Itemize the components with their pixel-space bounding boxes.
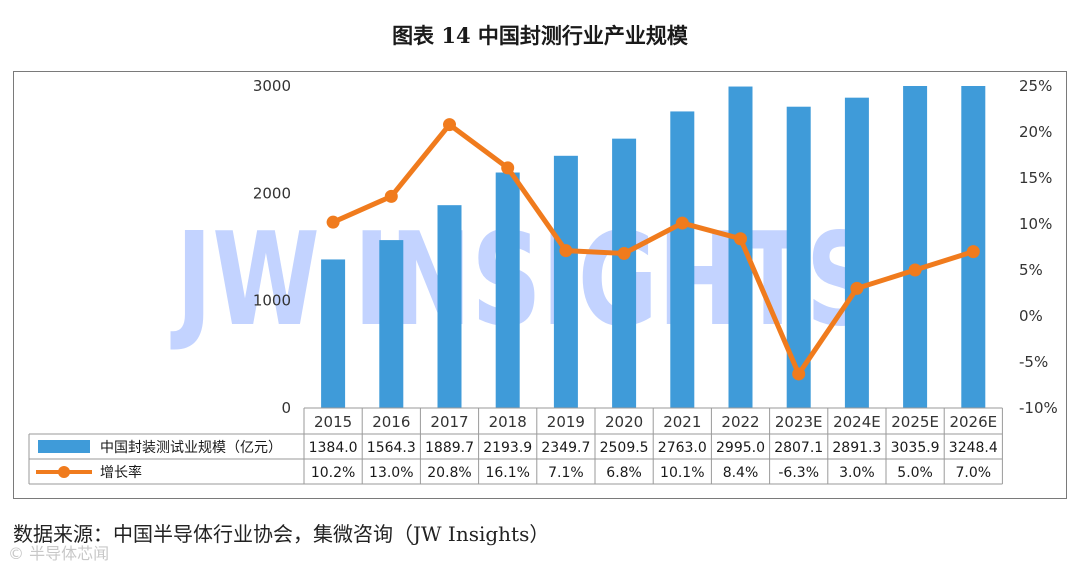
bar-data-label: 3248.4: [949, 440, 998, 456]
corner-watermark: © 半导体芯闻: [8, 544, 110, 563]
bar-data-label: 2763.0: [658, 440, 707, 456]
y-right-tick: 20%: [1019, 123, 1052, 141]
bar-data-label: 3035.9: [891, 440, 940, 456]
bar-2022: [728, 86, 753, 408]
growth-point-2016: [384, 189, 398, 203]
y-right-tick: -10%: [1019, 399, 1058, 417]
growth-data-label: -6.3%: [778, 465, 819, 481]
growth-data-label: 10.2%: [311, 465, 355, 481]
legend-bar-label: 中国封装测试业规模（亿元）: [100, 440, 282, 456]
bar-data-label: 2807.1: [774, 440, 823, 456]
bar-2019: [553, 155, 578, 408]
y-left-tick: 0: [281, 399, 291, 417]
growth-point-2026E: [966, 245, 980, 259]
bar-2015: [321, 259, 346, 408]
x-tick-label: 2025E: [891, 413, 939, 431]
chart-container: JW INSIGHTS 0 1000 2000 3000 -10% -5% 0% 5% 10% 1…: [13, 71, 1067, 499]
bar-data-label: 2995.0: [716, 440, 765, 456]
bar-data-label: 1384.0: [309, 440, 358, 456]
x-tick-label: 2020: [605, 413, 643, 431]
growth-point-2022: [734, 232, 747, 246]
growth-point-2023E: [792, 367, 806, 381]
x-tick-label: 2022: [721, 413, 759, 431]
legend-bar-swatch: [38, 440, 90, 453]
x-tick-label: 2021: [663, 413, 701, 431]
y-right-tick: 25%: [1019, 77, 1052, 95]
y-right-tick: 0%: [1019, 307, 1043, 325]
bar-data-label: 1564.3: [367, 440, 416, 456]
bar-data-label: 2509.5: [600, 440, 649, 456]
data-source-note: 数据来源：中国半导体行业协会，集微咨询（JW Insights）: [13, 522, 550, 546]
growth-point-2021: [675, 216, 689, 230]
y-left-tick: 1000: [253, 292, 291, 310]
growth-data-label: 8.4%: [723, 465, 759, 481]
bar-2016: [379, 240, 404, 408]
x-tick-label: 2017: [430, 413, 468, 431]
x-tick-label: 2015: [314, 413, 352, 431]
bar-2020: [612, 138, 637, 408]
x-tick-label: 2026E: [949, 413, 997, 431]
chart-watermark: JW INSIGHTS: [170, 206, 876, 355]
y-right-tick: 10%: [1019, 215, 1052, 233]
growth-point-2024E: [850, 281, 864, 295]
y-right-tick: 15%: [1019, 169, 1052, 187]
x-tick-label: 2018: [489, 413, 527, 431]
bar-data-label: 2891.3: [832, 440, 881, 456]
growth-data-label: 7.1%: [548, 465, 584, 481]
growth-data-label: 7.0%: [956, 465, 992, 481]
bar-2025E: [903, 86, 928, 408]
bar-2021: [670, 111, 695, 409]
bar-data-label: 1889.7: [425, 440, 474, 456]
legend-line-label: 增长率: [100, 464, 142, 481]
growth-point-2025E: [908, 263, 922, 277]
growth-point-2018: [501, 161, 515, 175]
growth-data-label: 6.8%: [606, 465, 642, 481]
x-tick-label: 2016: [372, 413, 410, 431]
bar-2018: [495, 172, 520, 408]
legend-line-marker: [58, 466, 70, 478]
page-title: 图表 14 中国封测行业产业规模: [392, 23, 688, 48]
growth-rate-line: [330, 122, 976, 377]
bar-data-label: 2349.7: [541, 440, 590, 456]
bar-data-label: 2193.9: [483, 440, 532, 456]
y-right-tick: -5%: [1019, 353, 1048, 371]
y-left-tick: 3000: [253, 77, 291, 95]
growth-data-label: 16.1%: [485, 465, 529, 481]
bar-2024E: [844, 97, 869, 409]
growth-point-2017: [443, 118, 456, 132]
bar-2017: [437, 205, 462, 408]
growth-data-label: 20.8%: [427, 465, 471, 481]
x-tick-label: 2019: [547, 413, 585, 431]
x-tick-label: 2023E: [775, 413, 823, 431]
y-left-tick: 2000: [253, 184, 291, 202]
growth-data-label: 5.0%: [897, 465, 933, 481]
y-right-tick: 5%: [1019, 261, 1043, 279]
growth-point-2020: [617, 246, 631, 260]
growth-data-label: 10.1%: [660, 465, 704, 481]
combo-chart: JW INSIGHTS 0 1000 2000 3000 -10% -5% 0% 5% 10% 1…: [28, 77, 1058, 485]
growth-point-2015: [326, 215, 340, 229]
growth-data-label: 13.0%: [369, 465, 413, 481]
x-tick-label: 2024E: [833, 413, 881, 431]
growth-data-label: 3.0%: [839, 465, 875, 481]
growth-point-2019: [559, 244, 573, 258]
